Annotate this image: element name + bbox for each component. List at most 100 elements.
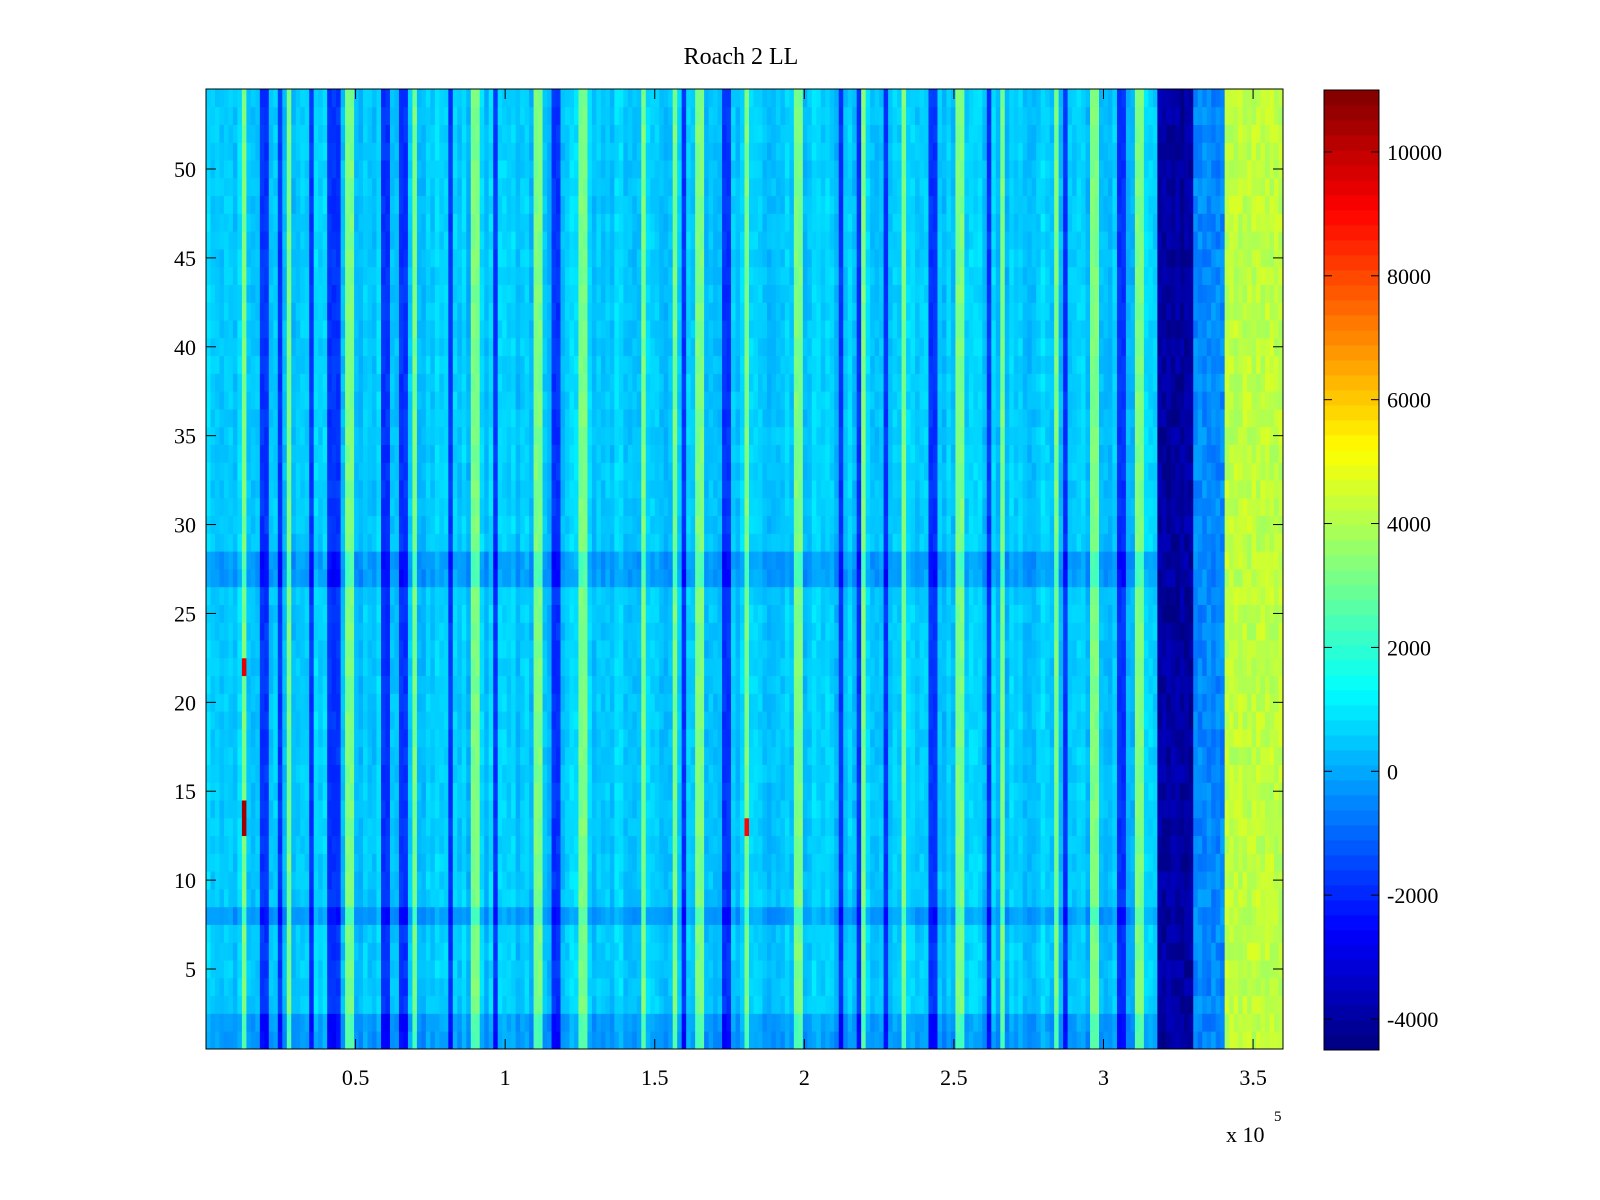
heatmap-cell: [1256, 782, 1261, 801]
heatmap-cell: [1247, 977, 1252, 997]
heatmap-cell: [1202, 977, 1208, 997]
heatmap-cell: [412, 817, 418, 837]
heatmap-cell: [533, 906, 539, 925]
heatmap-cell: [1103, 871, 1109, 890]
heatmap-cell: [542, 729, 548, 748]
heatmap-cell: [1247, 817, 1252, 837]
heatmap-cell: [1224, 871, 1230, 890]
heatmap-cell: [1031, 942, 1037, 961]
heatmap-cell: [587, 746, 593, 765]
heatmap-cell: [1036, 835, 1042, 854]
heatmap-cell: [596, 977, 602, 997]
heatmap-cell: [551, 693, 557, 712]
heatmap-cell: [663, 711, 669, 730]
heatmap-cells: [206, 89, 1284, 1050]
heatmap-cell: [641, 675, 647, 694]
heatmap-cell: [937, 853, 943, 872]
heatmap-cell: [398, 853, 404, 872]
heatmap-cell: [313, 764, 319, 783]
heatmap-cell: [452, 960, 458, 979]
heatmap-cell: [1251, 942, 1257, 961]
heatmap-cell: [295, 1031, 301, 1050]
heatmap-cell: [1215, 817, 1221, 837]
heatmap-cell: [533, 764, 539, 783]
heatmap-cell: [677, 693, 683, 712]
heatmap-cell: [632, 782, 638, 801]
heatmap-cell: [475, 889, 481, 908]
heatmap-cell: [897, 800, 902, 819]
heatmap-cell: [403, 871, 409, 890]
heatmap-cell: [654, 675, 660, 694]
heatmap-cell: [385, 746, 391, 765]
heatmap-cell: [273, 800, 279, 819]
heatmap-cell: [232, 995, 238, 1014]
heatmap-cell: [250, 924, 256, 943]
heatmap-cell: [1072, 835, 1077, 854]
heatmap-cell: [636, 835, 642, 854]
heatmap-cell: [502, 995, 508, 1014]
heatmap-cell: [336, 977, 342, 997]
heatmap-cell: [1170, 1031, 1176, 1050]
heatmap-cell: [206, 817, 211, 837]
heatmap-cell: [259, 817, 265, 837]
heatmap-cell: [1134, 889, 1140, 908]
heatmap-cell: [964, 853, 970, 872]
heatmap-cell: [349, 977, 355, 997]
heatmap-cell: [452, 1013, 458, 1032]
heatmap-cell: [1143, 906, 1149, 925]
heatmap-cell: [573, 835, 579, 854]
heatmap-cell: [1013, 906, 1019, 925]
heatmap-cell: [1211, 853, 1217, 872]
heatmap-cell: [1202, 1013, 1208, 1032]
heatmap-cell: [1211, 693, 1217, 712]
heatmap-cell: [636, 817, 642, 837]
heatmap-cell: [210, 853, 216, 872]
heatmap-cell: [538, 995, 543, 1014]
heatmap-cell: [551, 871, 557, 890]
heatmap-cell: [354, 889, 359, 908]
heatmap-cell: [443, 942, 449, 961]
heatmap-cell: [888, 977, 893, 997]
heatmap-cell: [1256, 906, 1261, 925]
heatmap-cell: [246, 906, 252, 925]
heatmap-cell: [443, 835, 449, 854]
heatmap-cell: [282, 1031, 288, 1050]
heatmap-cell: [946, 800, 952, 819]
heatmap-cell: [865, 693, 871, 712]
heatmap-cell: [389, 960, 395, 979]
heatmap-cell: [1081, 906, 1086, 925]
heatmap-cell: [888, 675, 893, 694]
heatmap-cell: [327, 889, 333, 908]
heatmap-cell: [1238, 942, 1244, 961]
heatmap-cell: [1265, 960, 1270, 979]
heatmap-cell: [632, 942, 638, 961]
heatmap-cell: [883, 693, 889, 712]
heatmap-cell: [1148, 1031, 1154, 1050]
heatmap-cell: [367, 906, 373, 925]
heatmap-cell: [1036, 729, 1042, 748]
heatmap-cell: [793, 764, 799, 783]
heatmap-cell: [336, 675, 342, 694]
heatmap-cell: [883, 782, 889, 801]
heatmap-cell: [1157, 800, 1163, 819]
heatmap-cell: [847, 746, 853, 765]
heatmap-cell: [1269, 782, 1275, 801]
heatmap-cell: [1058, 995, 1064, 1014]
heatmap-cell: [479, 800, 485, 819]
heatmap-cell: [542, 1031, 548, 1050]
heatmap-cell: [636, 675, 642, 694]
heatmap-cell: [309, 675, 315, 694]
heatmap-cell: [1107, 729, 1113, 748]
heatmap-cell: [313, 711, 319, 730]
heatmap-cell: [560, 942, 566, 961]
heatmap-cell: [470, 853, 476, 872]
heatmap-cell: [488, 675, 494, 694]
heatmap-cell: [672, 942, 678, 961]
heatmap-cell: [874, 693, 880, 712]
heatmap-cell: [246, 764, 252, 783]
heatmap-cell: [1027, 729, 1033, 748]
heatmap-cell: [1157, 960, 1163, 979]
heatmap-cell: [959, 871, 965, 890]
heatmap-cell: [1238, 924, 1244, 943]
heatmap-cell: [1000, 960, 1006, 979]
